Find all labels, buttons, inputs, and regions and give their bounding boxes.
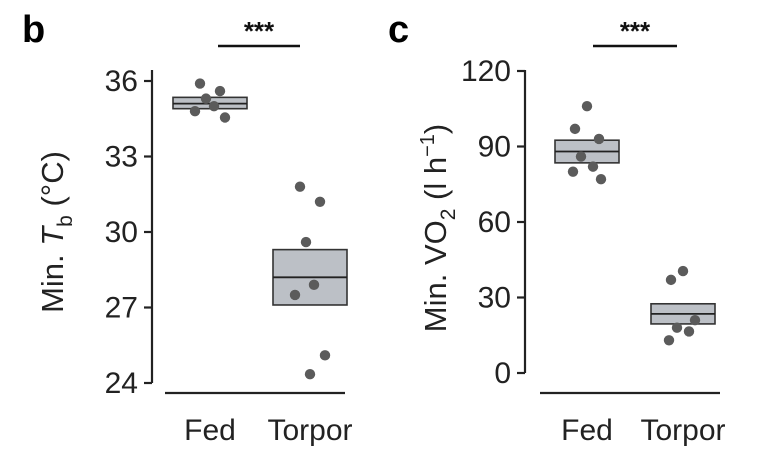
data-point: [567, 166, 579, 177]
y-tick-label: 30: [478, 282, 511, 315]
data-point: [671, 322, 683, 333]
data-point: [689, 314, 701, 326]
data-point: [587, 161, 599, 172]
y-ticks: 0 30 60 90 120: [461, 55, 525, 390]
data-point: [677, 265, 689, 277]
panel-label-c: c: [388, 9, 409, 51]
x-tick-labels: Fed Torpor: [184, 414, 352, 447]
y-tick-label: 27: [105, 292, 138, 325]
y-tick-label: 24: [105, 367, 138, 400]
data-point: [575, 151, 587, 162]
data-point: [304, 368, 316, 380]
x-tick-label-torpor: Torpor: [640, 414, 725, 447]
data-point: [319, 350, 331, 361]
significance-label: ***: [244, 16, 275, 46]
data-point: [314, 196, 326, 207]
data-point: [294, 181, 306, 192]
data-point: [189, 106, 201, 117]
y-tick-label: 30: [105, 216, 138, 249]
data-point: [200, 93, 212, 104]
points: [567, 101, 701, 346]
data-point: [683, 326, 695, 337]
significance-label: ***: [620, 16, 651, 46]
y-tick-label: 120: [461, 55, 511, 88]
data-point: [308, 279, 320, 291]
y-tick-label: 0: [494, 357, 511, 390]
x-tick-label-fed: Fed: [184, 414, 236, 447]
data-point: [194, 78, 206, 89]
data-point: [595, 174, 607, 185]
data-point: [569, 123, 581, 135]
y-axis-title: Min. VO2 (l h−1): [417, 124, 460, 332]
x-tick-labels: Fed Torpor: [561, 414, 725, 447]
panel-b: b *** Min. Tb (°C) 24 27 30 33 36 Fed Torpor: [22, 9, 353, 447]
data-point: [665, 274, 677, 286]
y-tick-label: 60: [478, 206, 511, 239]
y-tick-label: 36: [105, 65, 138, 98]
boxes: [554, 139, 716, 325]
data-point: [593, 133, 605, 145]
y-axis-title: Min. Tb (°C): [35, 151, 77, 313]
data-point: [581, 101, 593, 112]
data-point: [214, 85, 226, 97]
panel-label-b: b: [22, 9, 45, 51]
data-point: [300, 236, 312, 248]
data-point: [219, 112, 231, 123]
points: [189, 78, 331, 380]
data-point: [208, 100, 220, 112]
panel-c: c *** Min. VO2 (l h−1) 0 30 60 90 120 Fed Tor…: [388, 9, 726, 447]
x-tick-label-torpor: Torpor: [267, 414, 352, 447]
y-tick-label: 33: [105, 141, 138, 174]
data-point: [663, 335, 675, 346]
y-tick-label: 90: [478, 131, 511, 164]
data-point: [289, 289, 301, 301]
x-tick-label-fed: Fed: [561, 414, 613, 447]
y-ticks: 24 27 30 33 36: [105, 65, 152, 400]
